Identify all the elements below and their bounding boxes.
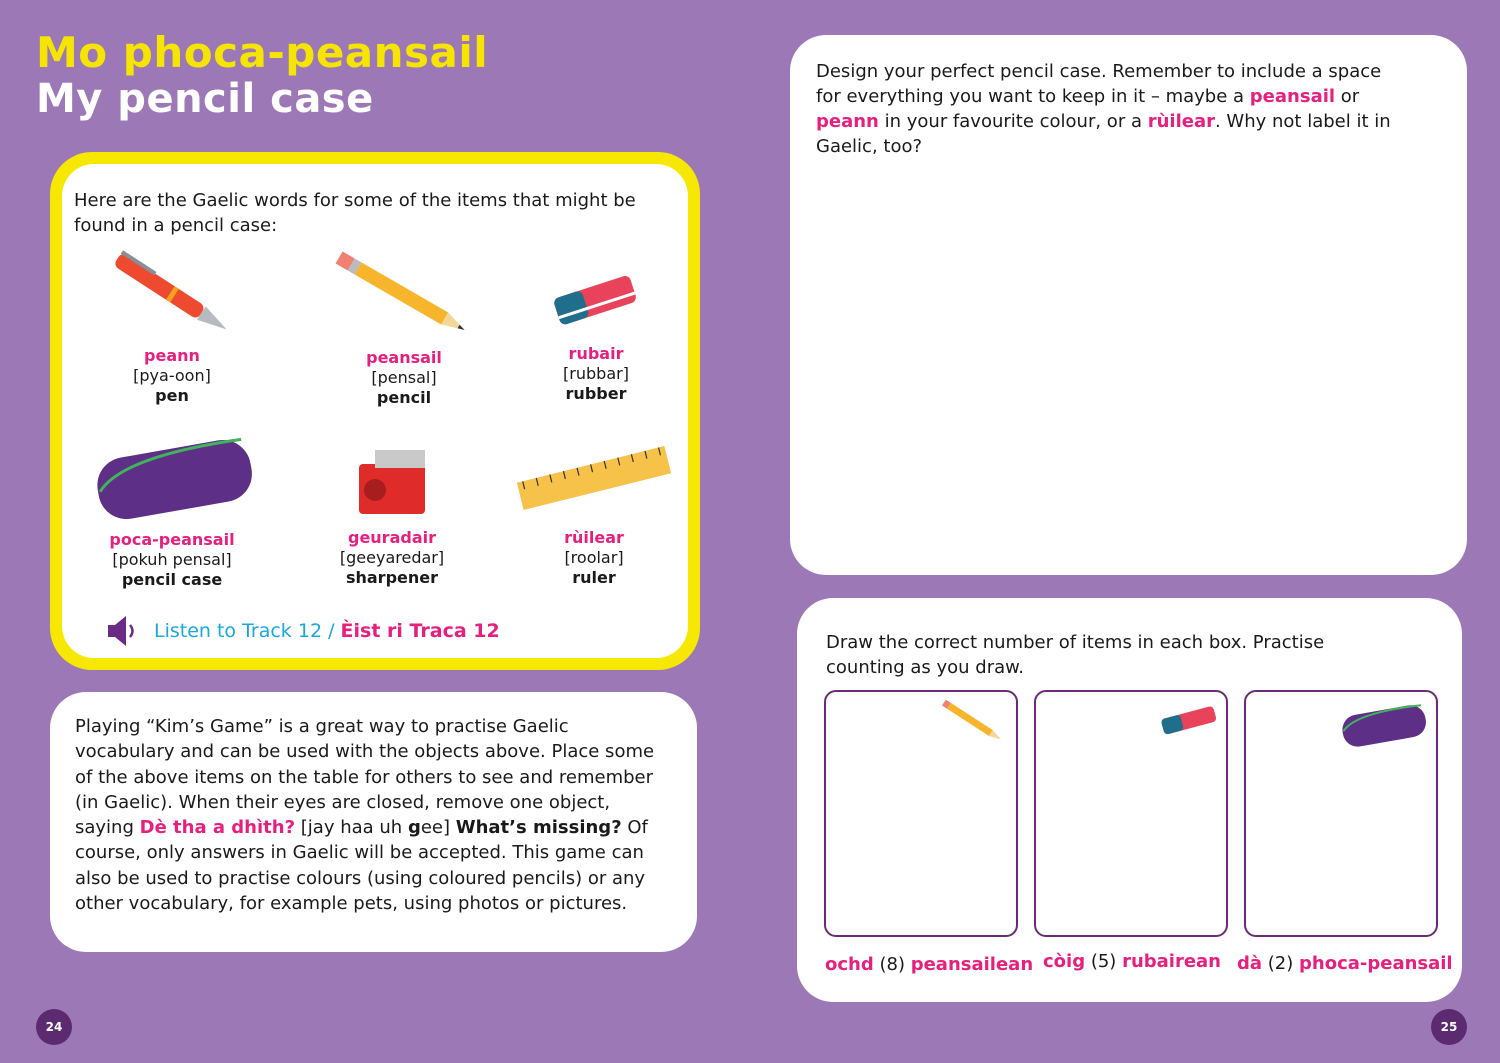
drawing-box-pencil-cases[interactable] <box>1244 690 1438 937</box>
pen-icon <box>115 250 227 330</box>
count-label-pencils: ochd (8) peansailean <box>825 954 1034 975</box>
pencil-icon <box>335 251 465 330</box>
count-label-pencil-cases: dà (2) phoca-peansail <box>1237 953 1453 974</box>
rubber-icon <box>554 276 636 325</box>
kims-game-text: Playing “Kim’s Game” is a great way to p… <box>75 716 655 915</box>
audio-track-link[interactable]: Listen to Track 12 / Èist ri Traca 12 <box>106 614 500 648</box>
page-title-gaelic: Mo phoca-peansail <box>36 28 489 77</box>
vocab-item-pen: peann [pya-oon] pen <box>82 248 262 406</box>
speaker-icon <box>108 616 134 646</box>
rubber-icon <box>1161 706 1217 735</box>
design-instructions: Design your perfect pencil case. Remembe… <box>816 61 1391 157</box>
vocab-item-rubber: rubair [rubbar] rubber <box>506 248 686 404</box>
vocab-intro: Here are the Gaelic words for some of th… <box>74 190 636 236</box>
pencil-case-icon <box>1342 704 1426 747</box>
pencil-case-icon <box>97 437 252 520</box>
ruler-icon <box>516 446 672 510</box>
sharpener-icon <box>359 450 425 514</box>
page-number-right: 25 <box>1431 1009 1467 1045</box>
page-number-left: 24 <box>36 1009 72 1045</box>
vocabulary-box: Here are the Gaelic words for some of th… <box>50 152 700 670</box>
drawing-box-rubbers[interactable] <box>1034 690 1228 937</box>
pencil-icon <box>942 700 1001 740</box>
vocab-item-pencil-case: poca-peansail [pokuh pensal] pencil case <box>82 434 262 590</box>
count-label-rubbers: còig (5) rubairean <box>1043 951 1222 972</box>
design-pencil-case-box: Design your perfect pencil case. Remembe… <box>790 35 1467 575</box>
vocab-item-pencil: peansail [pensal] pencil <box>314 248 494 408</box>
drawing-box-pencils[interactable] <box>824 690 1018 937</box>
track-gaelic: Èist ri Traca 12 <box>340 620 500 642</box>
page-title-english: My pencil case <box>36 76 374 122</box>
vocab-item-sharpener: geuradair [geeyaredar] sharpener <box>302 434 482 588</box>
kims-game-box: Playing “Kim’s Game” is a great way to p… <box>50 692 697 952</box>
track-english: Listen to Track 12 / <box>154 620 335 642</box>
vocab-item-ruler: rùilear [roolar] ruler <box>504 434 684 588</box>
counting-instruction: Draw the correct number of items in each… <box>826 632 1325 678</box>
